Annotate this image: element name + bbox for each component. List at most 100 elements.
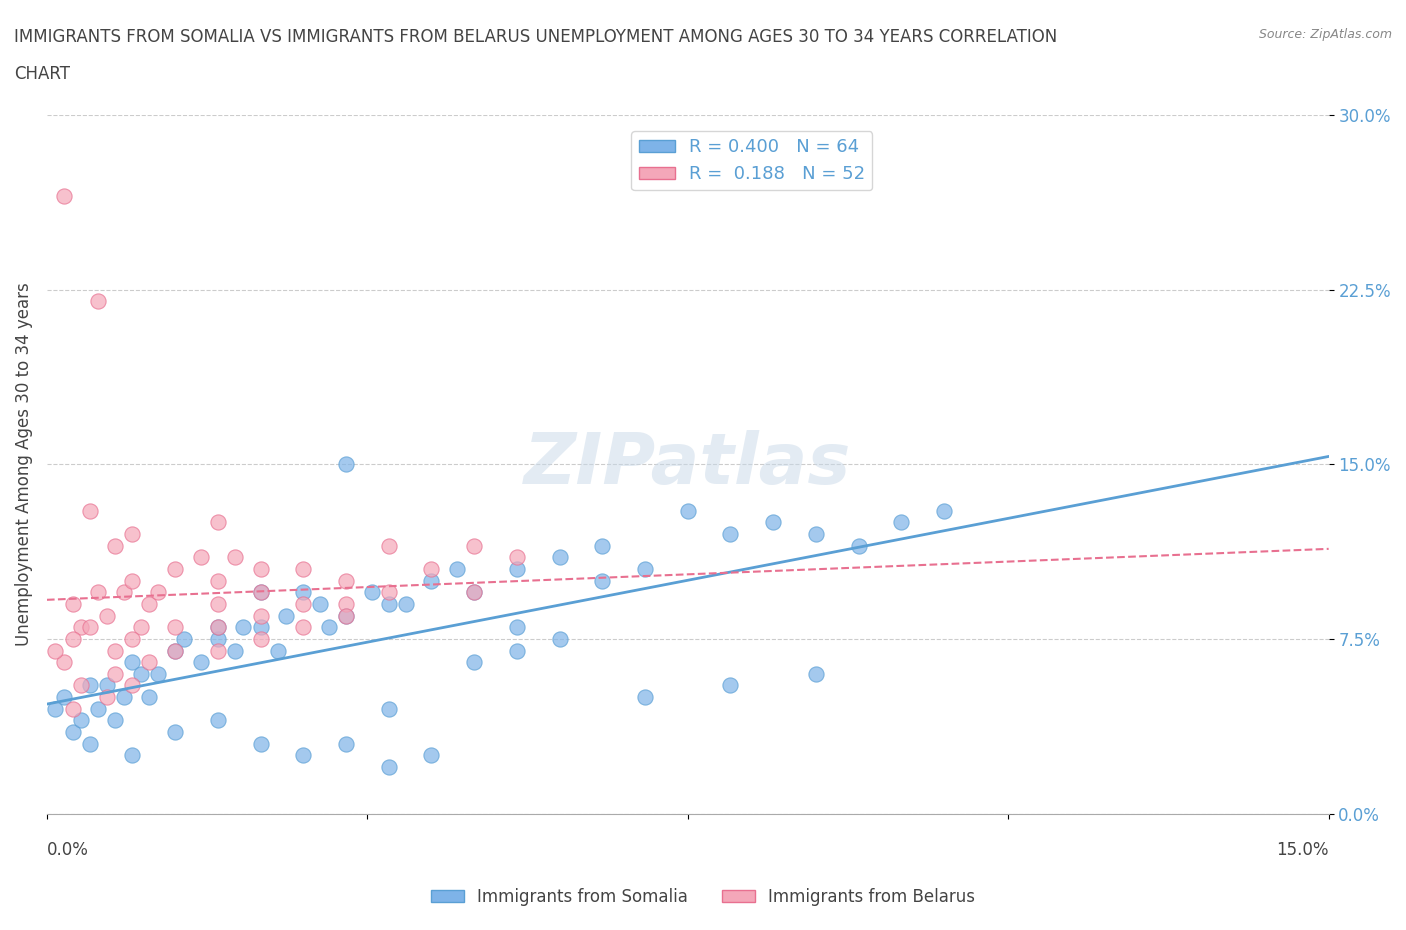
Text: Source: ZipAtlas.com: Source: ZipAtlas.com xyxy=(1258,28,1392,41)
Point xyxy=(70,678,93,693)
Point xyxy=(165,644,187,658)
Point xyxy=(224,644,246,658)
Point xyxy=(335,737,357,751)
Point xyxy=(804,526,827,541)
Point xyxy=(112,585,135,600)
Point xyxy=(165,562,187,577)
Point xyxy=(335,608,357,623)
Point xyxy=(377,585,399,600)
Point xyxy=(720,526,742,541)
Point xyxy=(463,655,485,670)
Point xyxy=(395,596,418,611)
Point xyxy=(104,538,127,553)
Point xyxy=(377,701,399,716)
Point xyxy=(335,596,357,611)
Point xyxy=(249,619,271,634)
Text: ZIPatlas: ZIPatlas xyxy=(524,430,852,498)
Text: 15.0%: 15.0% xyxy=(1277,842,1329,859)
Point xyxy=(249,631,271,646)
Point xyxy=(53,690,76,705)
Point xyxy=(463,538,485,553)
Point xyxy=(165,619,187,634)
Point xyxy=(676,503,699,518)
Point xyxy=(249,608,271,623)
Point xyxy=(292,619,315,634)
Point xyxy=(207,619,229,634)
Point xyxy=(506,562,529,577)
Point xyxy=(173,631,195,646)
Point xyxy=(249,585,271,600)
Point xyxy=(318,619,340,634)
Y-axis label: Unemployment Among Ages 30 to 34 years: Unemployment Among Ages 30 to 34 years xyxy=(15,283,32,646)
Point xyxy=(249,585,271,600)
Point xyxy=(70,619,93,634)
Point xyxy=(377,596,399,611)
Point xyxy=(463,585,485,600)
Point xyxy=(463,585,485,600)
Point xyxy=(146,667,169,682)
Point xyxy=(129,619,152,634)
Point xyxy=(207,619,229,634)
Point xyxy=(848,538,870,553)
Point xyxy=(53,655,76,670)
Point xyxy=(146,585,169,600)
Point xyxy=(762,515,785,530)
Point xyxy=(309,596,332,611)
Point xyxy=(79,503,101,518)
Point xyxy=(890,515,912,530)
Point xyxy=(207,713,229,728)
Point xyxy=(79,619,101,634)
Point xyxy=(591,573,613,588)
Point xyxy=(207,596,229,611)
Point xyxy=(96,678,118,693)
Point xyxy=(506,619,529,634)
Point xyxy=(207,631,229,646)
Point xyxy=(266,644,288,658)
Point xyxy=(121,678,143,693)
Point xyxy=(506,550,529,565)
Text: 0.0%: 0.0% xyxy=(46,842,89,859)
Point xyxy=(335,608,357,623)
Point xyxy=(129,667,152,682)
Point xyxy=(190,550,212,565)
Point xyxy=(548,550,571,565)
Point xyxy=(506,644,529,658)
Point xyxy=(121,573,143,588)
Point xyxy=(420,748,443,763)
Point xyxy=(112,690,135,705)
Point xyxy=(190,655,212,670)
Point xyxy=(292,585,315,600)
Point xyxy=(104,644,127,658)
Point xyxy=(548,631,571,646)
Point xyxy=(335,457,357,472)
Point xyxy=(79,737,101,751)
Point xyxy=(138,596,160,611)
Point xyxy=(53,189,76,204)
Point xyxy=(62,596,84,611)
Point xyxy=(104,667,127,682)
Point xyxy=(377,760,399,775)
Point xyxy=(87,294,110,309)
Point xyxy=(335,573,357,588)
Point xyxy=(70,713,93,728)
Point xyxy=(44,644,66,658)
Text: CHART: CHART xyxy=(14,65,70,83)
Point xyxy=(165,724,187,739)
Point xyxy=(138,690,160,705)
Point xyxy=(292,596,315,611)
Point xyxy=(249,737,271,751)
Point xyxy=(104,713,127,728)
Point xyxy=(87,585,110,600)
Point xyxy=(79,678,101,693)
Point xyxy=(121,631,143,646)
Point xyxy=(121,655,143,670)
Point xyxy=(232,619,254,634)
Point xyxy=(165,644,187,658)
Point xyxy=(121,748,143,763)
Point xyxy=(62,631,84,646)
Point xyxy=(276,608,298,623)
Point xyxy=(207,515,229,530)
Point xyxy=(96,690,118,705)
Point xyxy=(420,562,443,577)
Point xyxy=(420,573,443,588)
